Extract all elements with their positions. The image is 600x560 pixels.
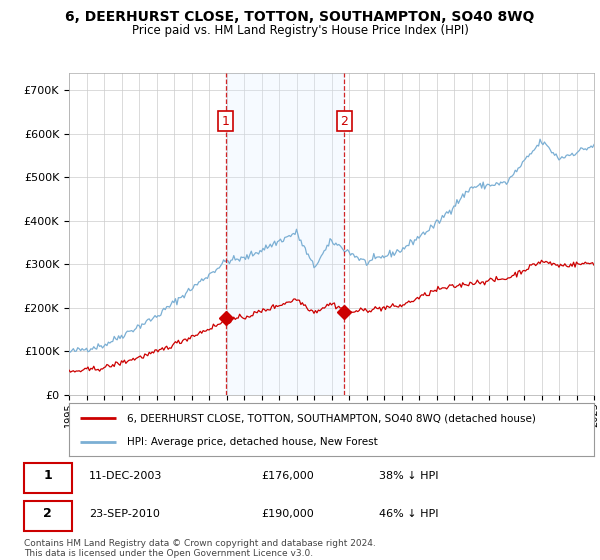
Text: £176,000: £176,000: [261, 471, 314, 481]
Text: £190,000: £190,000: [261, 508, 314, 519]
Text: Contains HM Land Registry data © Crown copyright and database right 2024.
This d: Contains HM Land Registry data © Crown c…: [24, 539, 376, 558]
Text: 2: 2: [43, 507, 52, 520]
Text: 23-SEP-2010: 23-SEP-2010: [89, 508, 160, 519]
Text: HPI: Average price, detached house, New Forest: HPI: Average price, detached house, New …: [127, 436, 377, 446]
Text: 6, DEERHURST CLOSE, TOTTON, SOUTHAMPTON, SO40 8WQ (detached house): 6, DEERHURST CLOSE, TOTTON, SOUTHAMPTON,…: [127, 413, 536, 423]
Text: 6, DEERHURST CLOSE, TOTTON, SOUTHAMPTON, SO40 8WQ: 6, DEERHURST CLOSE, TOTTON, SOUTHAMPTON,…: [65, 10, 535, 24]
FancyBboxPatch shape: [24, 463, 72, 493]
Bar: [226, 73, 344, 395]
Text: 1: 1: [43, 469, 52, 482]
Text: 38% ↓ HPI: 38% ↓ HPI: [379, 471, 439, 481]
Text: 2: 2: [340, 115, 348, 128]
Text: 46% ↓ HPI: 46% ↓ HPI: [379, 508, 439, 519]
Text: 1: 1: [221, 115, 230, 128]
Text: 11-DEC-2003: 11-DEC-2003: [89, 471, 162, 481]
FancyBboxPatch shape: [24, 501, 72, 531]
Text: Price paid vs. HM Land Registry's House Price Index (HPI): Price paid vs. HM Land Registry's House …: [131, 24, 469, 36]
